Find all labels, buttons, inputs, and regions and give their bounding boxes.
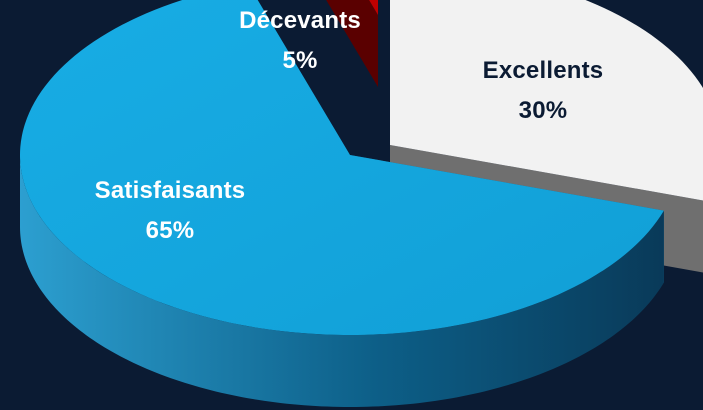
pie-slice-satisfaisants (20, 0, 664, 335)
slice-value-satisfaisants: 65% (146, 217, 195, 244)
slice-name-excellents: Excellents (483, 57, 604, 84)
slice-value-décevants: 5% (282, 47, 317, 74)
slice-side-satisfaisants-0 (20, 155, 664, 407)
slice-label-group-décevants: Décevants 5% (239, 7, 361, 74)
slice-name-satisfaisants: Satisfaisants (95, 177, 246, 204)
slice-value-excellents: 30% (519, 97, 568, 124)
pie-slice-excellents (390, 0, 703, 201)
slice-label-group-excellents: Excellents 30% (483, 57, 604, 124)
slice-label-group-satisfaisants: Satisfaisants 65% (95, 177, 246, 244)
slice-name-décevants: Décevants (239, 7, 361, 34)
pie-slice-décevants (369, 0, 378, 15)
slice-wall-décevants-0 (326, 0, 378, 87)
